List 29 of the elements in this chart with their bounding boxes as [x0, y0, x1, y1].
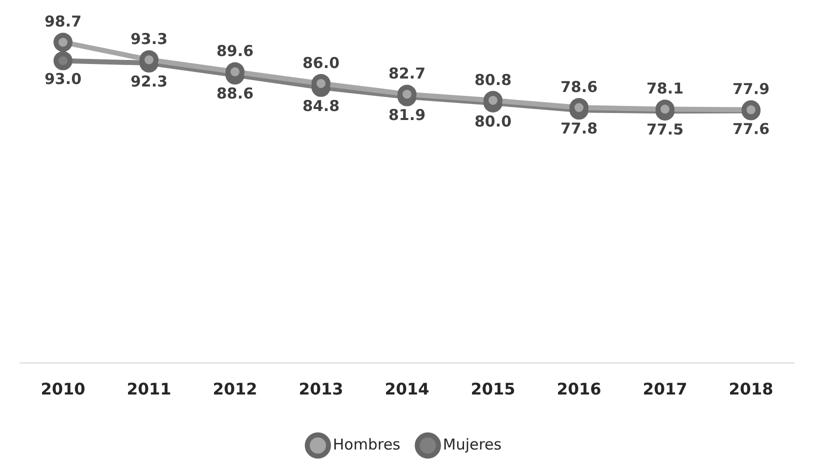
data-label: 78.6 [560, 78, 598, 96]
data-label: 77.5 [646, 120, 684, 138]
x-tick-label: 2016 [556, 380, 602, 399]
x-tick-label: 2013 [298, 380, 344, 399]
x-tick-label: 2014 [384, 380, 430, 399]
data-label: 80.0 [474, 112, 512, 130]
x-tick-label: 2018 [728, 380, 774, 399]
data-label: 86.0 [302, 54, 340, 72]
data-label: 77.9 [732, 80, 770, 98]
legend-label: Hombres [332, 435, 401, 454]
x-tick-label: 2015 [470, 380, 516, 399]
data-label: 81.9 [388, 106, 426, 124]
x-tick-label: 2011 [126, 380, 172, 399]
data-label: 77.8 [560, 119, 598, 138]
x-tick-label: 2017 [642, 380, 688, 399]
data-label: 77.6 [732, 120, 770, 138]
data-label: 98.7 [44, 12, 82, 31]
data-label: 88.6 [216, 84, 254, 102]
x-tick-label: 2010 [40, 380, 86, 399]
data-label: 82.7 [388, 64, 426, 83]
data-label: 93.0 [44, 70, 82, 88]
data-label: 92.3 [130, 72, 168, 90]
data-label: 93.3 [130, 30, 168, 48]
x-tick-label: 2012 [212, 380, 258, 399]
data-label: 84.8 [302, 96, 340, 115]
data-label: 78.1 [646, 80, 684, 98]
legend-label: Mujeres [442, 435, 502, 454]
data-label: 80.8 [474, 70, 512, 89]
data-label: 89.6 [216, 42, 254, 60]
